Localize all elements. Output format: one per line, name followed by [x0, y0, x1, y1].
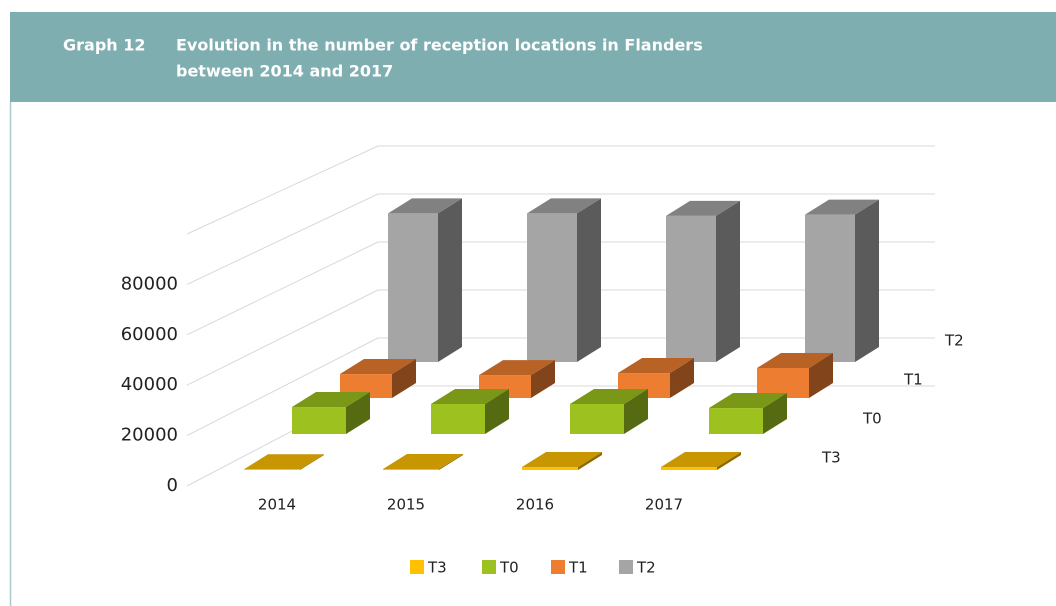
bar-top: [757, 353, 833, 369]
bar-side: [578, 451, 602, 470]
bar: [244, 454, 324, 470]
grid-line: [186, 193, 379, 285]
bar-top: [618, 358, 694, 374]
bar: [666, 200, 740, 362]
bar-front: [666, 215, 716, 362]
bar: [805, 199, 879, 362]
bar-side: [346, 392, 370, 434]
bar: [292, 392, 370, 434]
bar-side: [670, 358, 694, 398]
grid-line: [186, 289, 379, 386]
bar-top: [388, 198, 462, 214]
grid-line: [186, 337, 379, 437]
y-tick-label: 80000: [121, 273, 178, 294]
legend-label: T0: [499, 559, 519, 577]
bar: [383, 453, 463, 470]
bar-front: [292, 407, 346, 434]
bar-side: [716, 200, 740, 362]
bar-front: [570, 404, 624, 434]
bar-front: [805, 214, 855, 362]
series-label: T1: [903, 371, 923, 389]
bar-top: [244, 454, 324, 470]
bar: [431, 389, 509, 434]
series-label: T0: [862, 410, 882, 428]
bar-side: [809, 353, 833, 398]
bar-top: [666, 200, 740, 216]
bar: [388, 198, 462, 362]
legend-swatch: [551, 560, 565, 574]
legend-swatch: [410, 560, 424, 574]
x-tick-label: 2017: [645, 496, 683, 514]
bar-front: [388, 213, 438, 362]
y-tick-label: 60000: [121, 324, 178, 345]
bar-front: [757, 368, 809, 398]
x-tick-label: 2015: [387, 496, 425, 514]
bar-front: [661, 466, 717, 470]
x-tick-label: 2014: [258, 496, 296, 514]
bar-front: [340, 374, 392, 398]
bar: [570, 389, 648, 434]
bar-side: [439, 453, 463, 470]
chart-title: Evolution in the number of reception loc…: [176, 36, 703, 55]
bar: [340, 359, 416, 398]
bar-top: [527, 198, 601, 214]
bar-side: [300, 454, 324, 470]
bar-front: [244, 469, 300, 470]
header-band: [10, 12, 1056, 102]
chart-title: between 2014 and 2017: [176, 62, 393, 81]
bar: [522, 451, 602, 470]
bar-front: [527, 213, 577, 362]
bar-front: [522, 466, 578, 470]
bar-top: [709, 393, 787, 409]
bar-top: [383, 453, 463, 469]
legend-label: T3: [427, 559, 447, 577]
bar: [661, 451, 741, 470]
bar-top: [340, 359, 416, 375]
graph-number: Graph 12: [63, 36, 146, 55]
bar-top: [479, 360, 555, 376]
series-label: T2: [944, 332, 964, 350]
bar: [757, 353, 833, 398]
bar-side: [717, 451, 741, 470]
bar-side: [392, 359, 416, 398]
bar-front: [709, 408, 763, 434]
bar-front: [383, 468, 439, 470]
bar-top: [292, 392, 370, 408]
bar-side: [624, 389, 648, 434]
bar-side: [855, 199, 879, 362]
y-tick-label: 0: [167, 475, 178, 496]
y-tick-label: 20000: [121, 425, 178, 446]
grid-line: [186, 145, 379, 235]
bar-front: [431, 404, 485, 434]
y-tick-label: 40000: [121, 374, 178, 395]
legend-swatch: [482, 560, 496, 574]
legend-label: T2: [636, 559, 656, 577]
bar-top: [661, 451, 741, 467]
bar-side: [763, 393, 787, 434]
legend-label: T1: [568, 559, 588, 577]
bar-side: [531, 360, 555, 398]
bar: [709, 393, 787, 434]
bar-top: [522, 451, 602, 467]
bar-top: [570, 389, 648, 405]
bar-top: [805, 199, 879, 215]
bar-side: [485, 389, 509, 434]
series-label: T3: [821, 449, 841, 467]
bar-side: [438, 198, 462, 362]
bar-side: [577, 198, 601, 362]
bar-top: [431, 389, 509, 405]
grid-line: [186, 241, 379, 336]
bar: [527, 198, 601, 362]
x-tick-label: 2016: [516, 496, 554, 514]
legend-swatch: [619, 560, 633, 574]
